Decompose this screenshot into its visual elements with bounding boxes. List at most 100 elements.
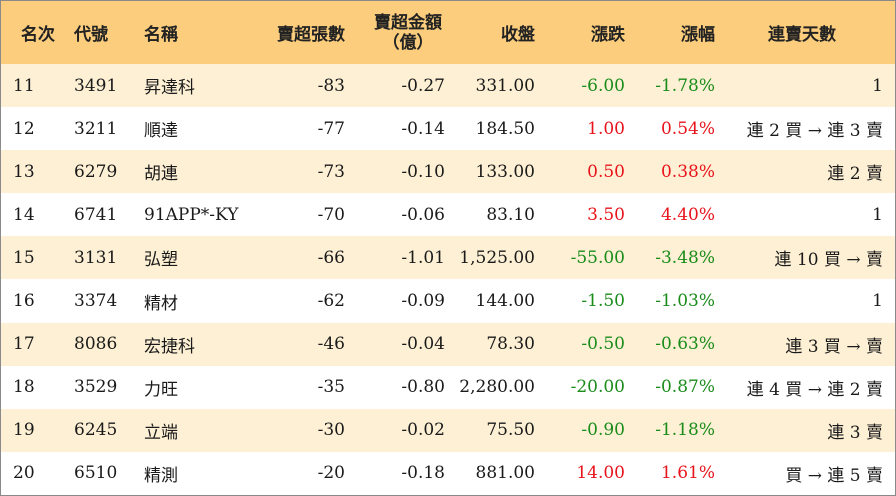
rank-cell: 20	[13, 463, 35, 484]
table-row[interactable]: 13 6279 胡連 -73 -0.10 133.00 0.50 0.38% 連 2 賣	[1, 150, 895, 194]
sell-sheets-cell: -35	[317, 377, 345, 398]
name-cell: 順達	[144, 121, 178, 142]
header-sell-sheets: 賣超張數	[277, 25, 345, 45]
sell-amount-cell: -0.04	[401, 334, 445, 355]
name-cell: 弘塑	[144, 250, 178, 271]
sell-amount-cell: -0.80	[401, 377, 445, 398]
code-cell: 3131	[74, 247, 118, 268]
streak-cell: 連 4 買 → 連 2 賣	[746, 379, 883, 400]
change-cell: -1.50	[581, 291, 625, 311]
rank-cell: 19	[13, 420, 35, 441]
sell-amount-cell: -0.18	[401, 463, 445, 484]
sell-sheets-cell: -73	[317, 161, 345, 182]
code-cell: 6245	[74, 420, 118, 441]
table-header: 名次 代號 名稱 賣超張數 賣超金額 （億） 收盤 漲跌 漲幅 連賣天數	[1, 1, 895, 64]
code-cell: 3374	[74, 291, 118, 311]
percent-cell: -3.48%	[655, 247, 715, 268]
percent-cell: -1.03%	[655, 291, 715, 311]
streak-cell: 連 2 買 → 連 3 賣	[746, 121, 883, 142]
streak-cell: 連 3 賣	[827, 422, 883, 443]
close-price-cell: 2,280.00	[459, 377, 535, 398]
percent-cell: -0.63%	[655, 334, 715, 355]
change-cell: 14.00	[576, 463, 625, 484]
sell-amount-cell: -0.02	[401, 420, 445, 441]
rank-cell: 11	[13, 75, 35, 96]
change-cell: 1.00	[587, 118, 625, 139]
header-name: 名稱	[144, 25, 178, 45]
table-row[interactable]: 12 3211 順達 -77 -0.14 184.50 1.00 0.54% 連 2 買 → 連…	[1, 107, 895, 151]
sell-amount-cell: -1.01	[401, 247, 445, 268]
sell-sheets-cell: -30	[317, 420, 345, 441]
header-streak: 連賣天數	[768, 25, 836, 45]
header-sell-amount-label: 賣超金額	[374, 12, 442, 33]
rank-cell: 18	[13, 377, 35, 398]
percent-cell: 0.38%	[660, 161, 715, 182]
name-cell: 精測	[144, 465, 178, 486]
table-row[interactable]: 16 3374 精材 -62 -0.09 144.00 -1.50 -1.03% 1	[1, 279, 895, 323]
code-cell: 3491	[74, 75, 118, 96]
sell-sheets-cell: -70	[317, 204, 345, 225]
header-sell-amount: 賣超金額 （億）	[361, 1, 455, 64]
percent-cell: -1.78%	[655, 75, 715, 96]
code-cell: 3529	[74, 377, 118, 398]
code-cell: 6741	[74, 204, 118, 225]
name-cell: 91APP*-KY	[144, 204, 239, 225]
percent-cell: 1.61%	[660, 463, 715, 484]
change-cell: 3.50	[587, 204, 625, 225]
rank-cell: 14	[13, 204, 35, 225]
header-percent: 漲幅	[681, 25, 715, 45]
name-cell: 胡連	[144, 164, 178, 185]
code-cell: 6510	[74, 463, 118, 484]
close-price-cell: 1,525.00	[459, 247, 535, 268]
code-cell: 8086	[74, 334, 118, 355]
close-price-cell: 184.50	[475, 118, 535, 139]
code-cell: 6279	[74, 161, 118, 182]
name-cell: 精材	[144, 293, 178, 314]
rank-cell: 15	[13, 247, 35, 268]
sell-sheets-cell: -77	[317, 118, 345, 139]
table-row[interactable]: 19 6245 立端 -30 -0.02 75.50 -0.90 -1.18% 連 3 賣	[1, 408, 895, 452]
percent-cell: 0.54%	[660, 118, 715, 139]
table-row[interactable]: 17 8086 宏捷科 -46 -0.04 78.30 -0.50 -0.63% 連 3 買 →…	[1, 322, 895, 366]
streak-cell: 1	[872, 204, 883, 225]
table-row[interactable]: 14 6741 91APP*-KY -70 -0.06 83.10 3.50 4.40% 1	[1, 193, 895, 237]
header-change: 漲跌	[591, 25, 625, 45]
close-price-cell: 83.10	[486, 204, 535, 225]
table-row[interactable]: 11 3491 昇達科 -83 -0.27 331.00 -6.00 -1.78% 1	[1, 64, 895, 107]
close-price-cell: 881.00	[475, 463, 535, 484]
percent-cell: 4.40%	[660, 204, 715, 225]
name-cell: 昇達科	[144, 78, 195, 98]
table-row[interactable]: 20 6510 精測 -20 -0.18 881.00 14.00 1.61% 買 → 連 5 …	[1, 451, 895, 495]
table-row[interactable]: 15 3131 弘塑 -66 -1.01 1,525.00 -55.00 -3.48% 連 10…	[1, 236, 895, 280]
percent-cell: -0.87%	[655, 377, 715, 398]
name-cell: 力旺	[144, 379, 178, 400]
sell-amount-cell: -0.10	[401, 161, 445, 182]
sell-amount-cell: -0.27	[401, 75, 445, 96]
sell-sheets-cell: -62	[317, 291, 345, 311]
sell-sheets-cell: -66	[317, 247, 345, 268]
header-sell-amount-unit: （億）	[382, 32, 434, 53]
streak-cell: 連 10 買 → 賣	[774, 250, 884, 271]
change-cell: 0.50	[587, 161, 625, 182]
name-cell: 宏捷科	[144, 336, 195, 357]
change-cell: -6.00	[581, 75, 625, 96]
streak-cell: 1	[872, 291, 883, 311]
percent-cell: -1.18%	[655, 420, 715, 441]
rank-cell: 12	[13, 118, 35, 139]
code-cell: 3211	[74, 118, 118, 139]
change-cell: -0.90	[581, 420, 625, 441]
streak-cell: 1	[872, 75, 883, 96]
change-cell: -0.50	[581, 334, 625, 355]
header-code: 代號	[74, 25, 108, 45]
name-cell: 立端	[144, 422, 178, 443]
table-row[interactable]: 18 3529 力旺 -35 -0.80 2,280.00 -20.00 -0.87% 連 4 …	[1, 365, 895, 409]
streak-cell: 買 → 連 5 賣	[785, 465, 883, 486]
rank-cell: 17	[13, 334, 35, 355]
sell-sheets-cell: -20	[317, 463, 345, 484]
close-price-cell: 133.00	[475, 161, 535, 182]
change-cell: -20.00	[570, 377, 625, 398]
close-price-cell: 144.00	[475, 291, 535, 311]
sell-amount-cell: -0.06	[401, 204, 445, 225]
rank-cell: 13	[13, 161, 35, 182]
